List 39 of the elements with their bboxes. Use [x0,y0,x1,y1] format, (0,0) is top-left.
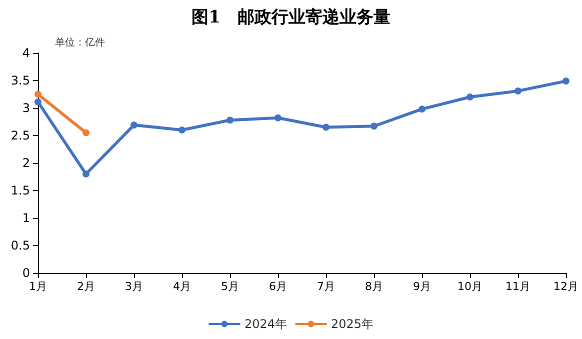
point [82,170,90,178]
text: 单位：亿件 [55,36,105,48]
point [370,122,378,130]
x-tick-label: 1月 [29,280,47,293]
x-tick-label: 5月 [221,280,239,293]
x-tick-label: 12月 [554,280,578,293]
point [34,98,42,106]
y-tick-label: 4 [22,46,30,60]
y-tick-label: 0 [22,266,30,280]
x-tick-label: 2月 [77,280,95,293]
legend-label: 2024年 [244,317,288,331]
x-tick-label: 9月 [413,280,431,293]
chart-title: 图1 邮政行业寄递业务量 [192,8,390,28]
y-tick-label: 2 [22,156,30,170]
x-tick-label: 6月 [269,280,287,293]
x-tick-label: 7月 [317,280,335,293]
point [178,126,186,134]
point [514,87,522,94]
y-tick-label: 2.5 [10,128,30,142]
y-tick-label: 3.5 [10,74,30,88]
y-tick-label: 0.5 [10,238,30,252]
point [226,116,234,124]
y-tick-label: 3 [22,101,30,115]
point [418,106,426,113]
point [34,90,42,98]
x-tick-label: 3月 [125,280,143,293]
point [130,122,138,129]
point [322,124,330,131]
x-tick-label: 11月 [506,280,530,293]
point [82,129,90,136]
point [274,114,282,122]
y-tick-label: 1 [22,211,30,225]
legend-label: 2025年 [331,317,374,331]
point [562,78,570,85]
x-tick-label: 10月 [458,280,482,293]
x-tick-label: 8月 [365,280,383,293]
y-tick-label: 1.5 [10,184,30,198]
point [466,94,474,100]
x-tick-label: 4月 [173,280,191,293]
